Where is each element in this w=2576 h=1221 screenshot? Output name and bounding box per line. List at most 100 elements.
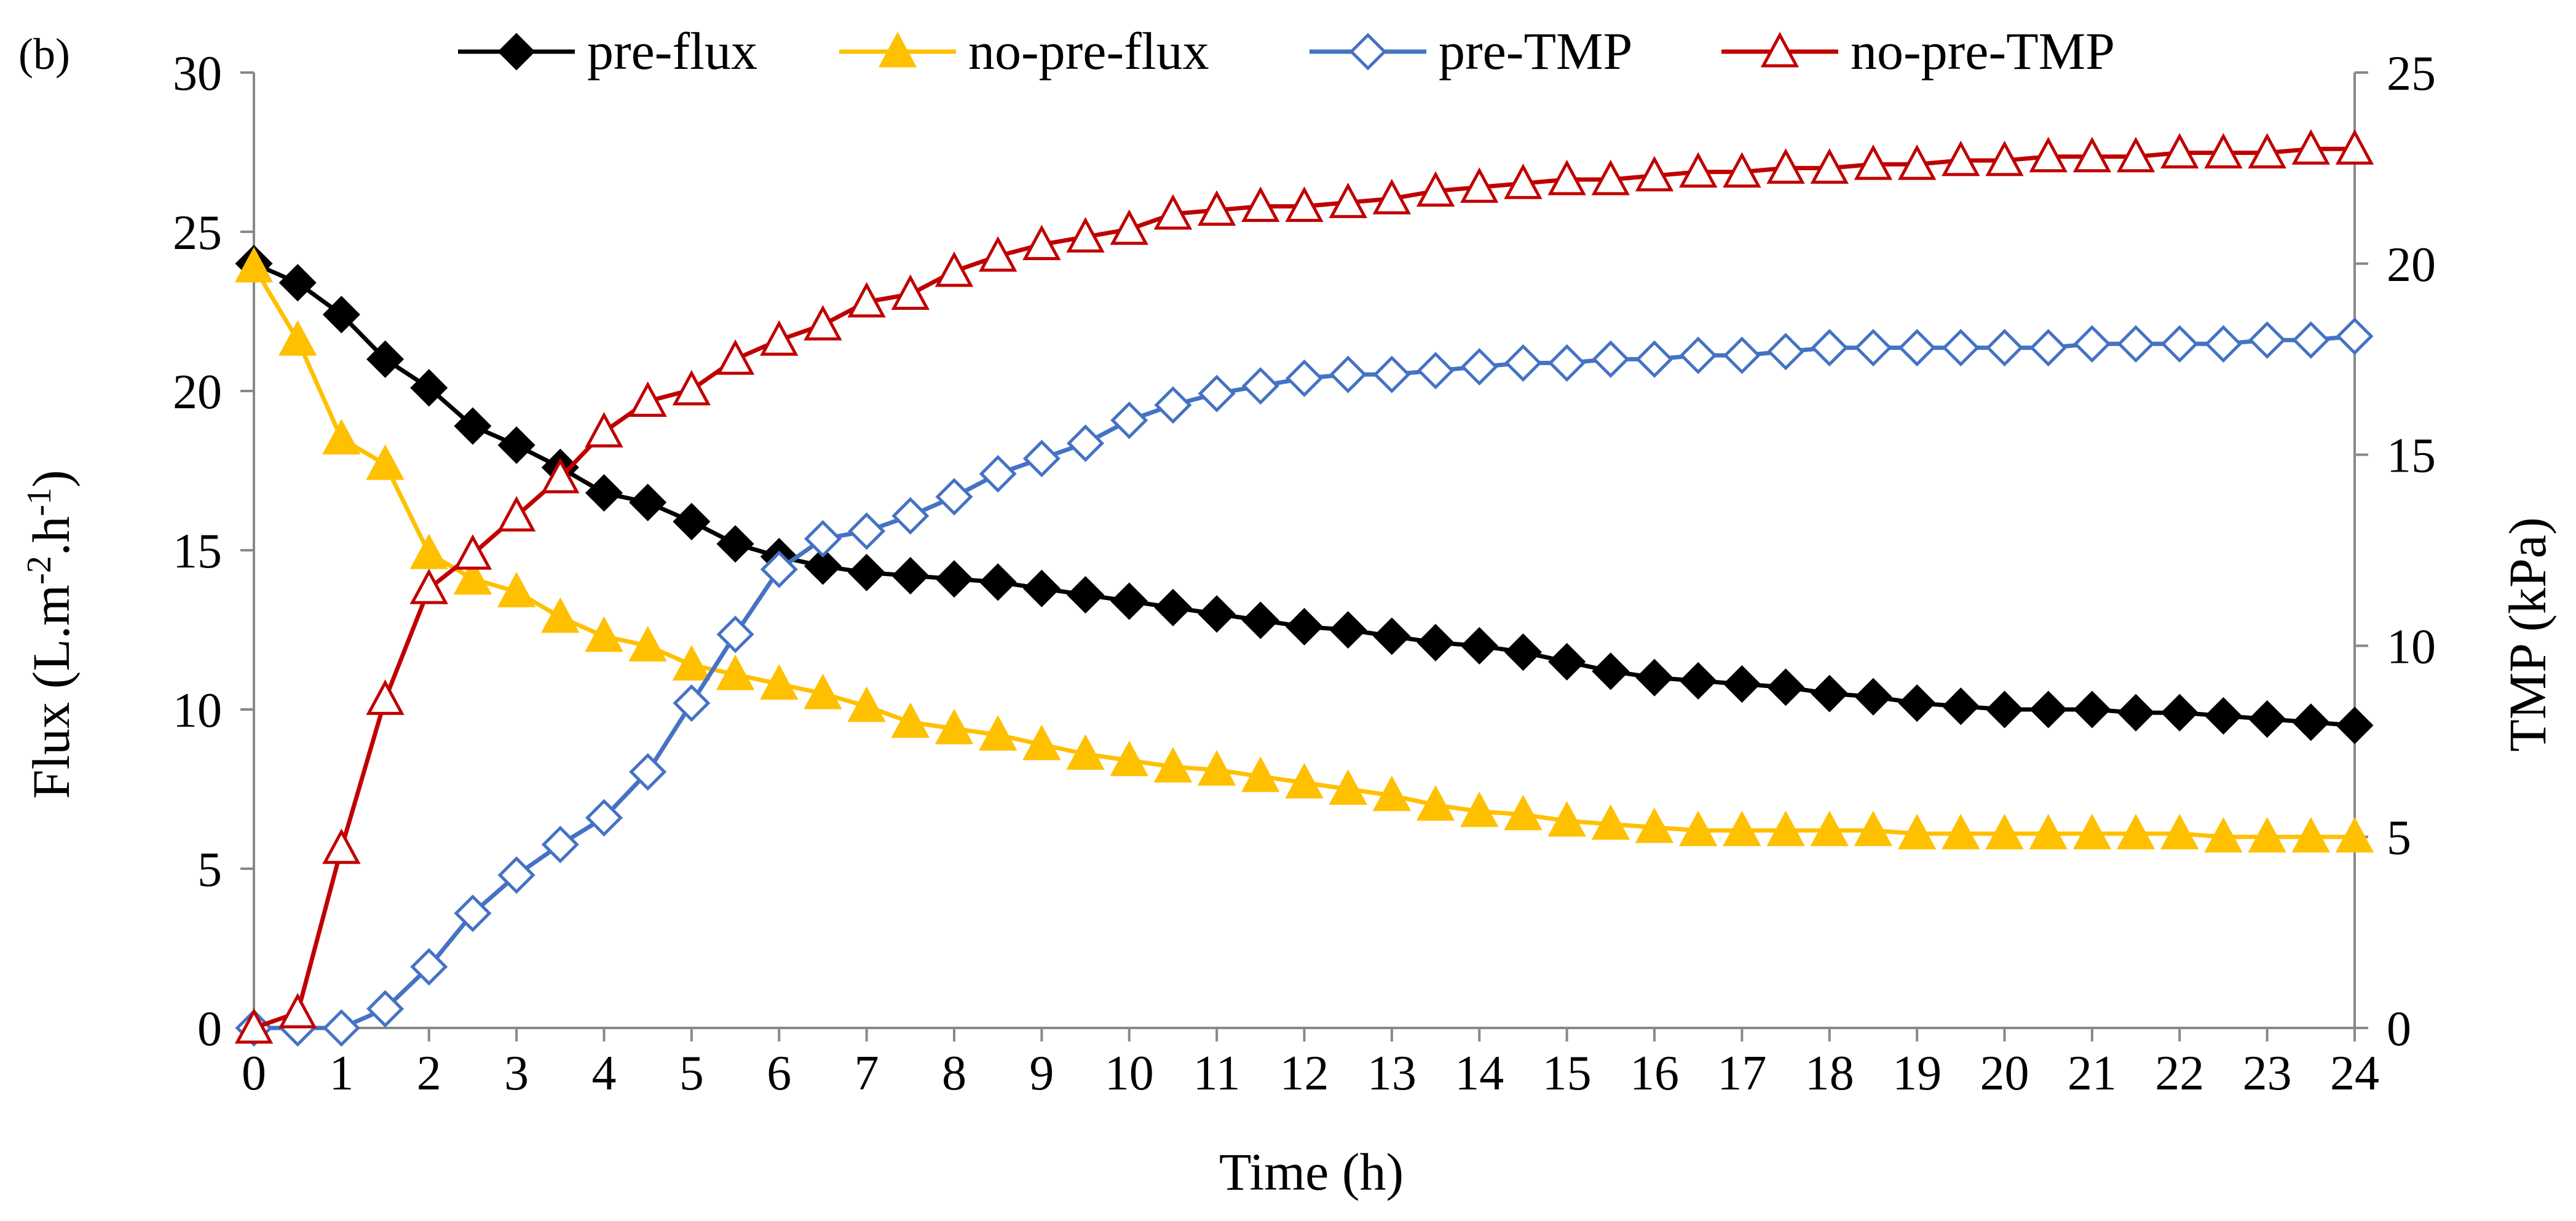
data-point-no-pre-flux bbox=[409, 533, 448, 569]
data-point-pre-flux bbox=[2029, 690, 2068, 729]
data-point-no-pre-flux bbox=[1678, 810, 1718, 847]
data-point-no-pre-TMP bbox=[1547, 159, 1586, 196]
data-point-no-pre-flux bbox=[497, 572, 536, 607]
data-point-pre-TMP bbox=[410, 948, 448, 986]
data-point-no-pre-TMP bbox=[1153, 194, 1193, 230]
x-tick-label: 20 bbox=[1980, 1046, 2029, 1100]
data-point-pre-TMP bbox=[454, 894, 492, 933]
data-point-pre-flux bbox=[891, 556, 930, 595]
data-point-no-pre-flux bbox=[234, 247, 274, 283]
y-right-tick-label: 10 bbox=[2387, 620, 2436, 674]
x-tick-label: 15 bbox=[1543, 1046, 1592, 1100]
data-point-pre-flux bbox=[585, 474, 623, 512]
x-tick-label: 8 bbox=[942, 1046, 966, 1100]
data-point-pre-TMP bbox=[1416, 352, 1455, 390]
legend-label-pre-TMP: pre-TMP bbox=[1439, 22, 1632, 81]
data-point-no-pre-TMP bbox=[1854, 144, 1893, 180]
data-point-pre-TMP bbox=[1942, 329, 1980, 367]
data-point-pre-flux bbox=[673, 502, 711, 540]
data-point-no-pre-flux bbox=[453, 559, 492, 595]
data-point-pre-flux bbox=[2248, 700, 2286, 738]
data-point-pre-flux bbox=[1504, 633, 1542, 671]
data-point-pre-flux bbox=[1854, 678, 1892, 716]
data-point-pre-flux bbox=[1022, 569, 1061, 607]
data-point-pre-flux bbox=[1592, 652, 1630, 690]
x-tick-label: 17 bbox=[1717, 1046, 1766, 1100]
y-left-title-end: ) bbox=[22, 470, 81, 488]
y-right-tick-label: 25 bbox=[2387, 47, 2436, 101]
x-tick-label: 18 bbox=[1805, 1046, 1854, 1100]
data-point-no-pre-TMP bbox=[847, 282, 886, 318]
data-point-pre-TMP bbox=[2160, 325, 2199, 363]
data-point-no-pre-flux bbox=[978, 715, 1017, 751]
data-point-no-pre-TMP bbox=[804, 304, 842, 341]
data-point-pre-TMP bbox=[1504, 344, 1542, 382]
data-point-no-pre-flux bbox=[847, 686, 886, 722]
data-point-pre-TMP bbox=[716, 615, 754, 654]
data-point-pre-TMP bbox=[1329, 355, 1367, 393]
data-point-no-pre-flux bbox=[1635, 807, 1674, 844]
data-point-no-pre-flux bbox=[2029, 813, 2068, 850]
x-tick-label: 21 bbox=[2068, 1046, 2117, 1100]
series-pre-TMP bbox=[235, 317, 2374, 1047]
data-point-no-pre-TMP bbox=[1329, 183, 1367, 218]
data-point-no-pre-flux bbox=[1372, 775, 1412, 812]
data-point-pre-TMP bbox=[2292, 321, 2330, 359]
series-no-pre-flux bbox=[234, 247, 2374, 853]
x-tick-label: 12 bbox=[1280, 1046, 1329, 1100]
data-point-pre-flux bbox=[1942, 687, 1980, 725]
y-left-title-base: Flux (L.m bbox=[22, 585, 81, 799]
data-point-no-pre-TMP bbox=[2160, 133, 2199, 168]
data-point-pre-flux bbox=[1985, 690, 2024, 729]
data-point-no-pre-flux bbox=[804, 673, 842, 709]
x-tick-label: 23 bbox=[2243, 1046, 2292, 1100]
data-point-pre-TMP bbox=[1985, 329, 2024, 367]
data-point-no-pre-flux bbox=[1022, 724, 1061, 761]
x-tick-label: 7 bbox=[855, 1046, 879, 1100]
y-left-tick-label: 15 bbox=[173, 524, 222, 579]
data-point-no-pre-flux bbox=[2160, 813, 2199, 850]
data-point-pre-flux bbox=[1723, 665, 1761, 703]
y-left-title-mid: .h bbox=[22, 516, 81, 556]
x-tick-label: 10 bbox=[1105, 1046, 1154, 1100]
data-point-no-pre-TMP bbox=[1591, 159, 1630, 196]
y-left-tick-label: 0 bbox=[197, 1002, 222, 1056]
y-right-tick-label: 5 bbox=[2387, 811, 2411, 865]
data-point-no-pre-TMP bbox=[2116, 136, 2155, 173]
legend-marker-no-pre-TMP bbox=[1760, 31, 1800, 68]
series-line-pre-TMP bbox=[254, 334, 2355, 1030]
legend-label-no-pre-TMP: no-pre-TMP bbox=[1851, 22, 2115, 81]
data-point-no-pre-flux bbox=[628, 626, 667, 662]
data-point-pre-TMP bbox=[1241, 367, 1279, 405]
legend-marker-pre-TMP bbox=[1349, 33, 1387, 71]
data-point-pre-flux bbox=[848, 553, 886, 591]
x-tick-label: 19 bbox=[1892, 1046, 1942, 1100]
data-point-pre-flux bbox=[1198, 595, 1236, 633]
data-point-pre-TMP bbox=[1811, 329, 1849, 367]
data-point-pre-TMP bbox=[1460, 348, 1498, 386]
data-point-pre-TMP bbox=[1067, 424, 1105, 462]
data-point-no-pre-TMP bbox=[628, 381, 667, 417]
data-point-no-pre-flux bbox=[322, 419, 361, 455]
data-point-pre-flux bbox=[279, 264, 317, 302]
data-point-pre-TMP bbox=[1679, 336, 1717, 374]
y-left-tick-label: 30 bbox=[173, 47, 222, 101]
data-point-no-pre-TMP bbox=[1504, 164, 1543, 199]
data-point-no-pre-flux bbox=[1723, 810, 1761, 847]
data-point-no-pre-flux bbox=[1460, 791, 1499, 828]
data-point-pre-flux bbox=[1548, 642, 1586, 681]
data-point-no-pre-flux bbox=[2248, 816, 2286, 853]
data-point-pre-TMP bbox=[1898, 329, 1936, 367]
data-point-no-pre-flux bbox=[1110, 740, 1148, 776]
data-point-pre-TMP bbox=[1110, 401, 1148, 440]
data-point-pre-flux bbox=[2292, 703, 2330, 741]
data-point-no-pre-flux bbox=[1854, 810, 1893, 847]
data-point-no-pre-TMP bbox=[1766, 148, 1805, 184]
data-point-pre-TMP bbox=[1635, 340, 1673, 378]
data-point-no-pre-flux bbox=[2291, 816, 2331, 853]
data-point-no-pre-TMP bbox=[1723, 152, 1761, 188]
y-right-tick-label: 0 bbox=[2387, 1002, 2411, 1056]
data-point-no-pre-flux bbox=[1897, 813, 1937, 850]
legend: pre-flux no-pre-flux pre-TMP no-pre-TMP bbox=[458, 22, 2115, 81]
